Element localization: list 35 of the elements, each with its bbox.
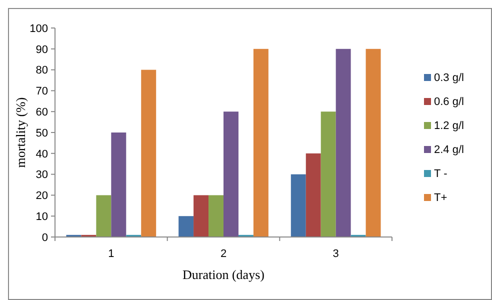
y-tick-label: 50 [36,127,48,140]
bar [290,174,306,237]
bar [336,48,351,237]
legend-label: T+ [434,192,448,204]
y-tick-label: 90 [36,44,48,56]
y-axis-title: mortality (%) [13,97,28,168]
bar [366,48,381,237]
bar [320,112,336,237]
bar [111,132,126,237]
y-tick-label: 70 [36,86,48,98]
bar [141,70,156,237]
y-tick-label: 100 [30,22,48,35]
legend-label: 0.3 g/l [434,72,464,84]
legend-label: 2.4 g/l [434,144,464,156]
legend-label: 1.2 g/l [434,120,464,132]
y-tick-label: 40 [36,148,48,160]
y-tick-label: 0 [42,232,48,244]
x-axis-title: Duration (days) [182,267,264,282]
bar [224,112,238,237]
bar [194,195,209,237]
bar [208,195,224,237]
y-tick-label: 10 [36,210,48,223]
x-tick-label: 1 [108,248,114,260]
legend-label: 0.6 g/l [434,96,464,108]
x-tick-label: 2 [220,248,227,260]
bar [96,195,112,237]
legend-label: T - [434,168,448,180]
y-tick-label: 60 [36,106,48,118]
y-tick-label: 80 [36,64,48,77]
y-tick-label: 30 [36,169,48,182]
bar [178,216,194,237]
y-tick-label: 20 [36,190,48,202]
bar [253,48,268,237]
bar [306,153,321,237]
x-tick-label: 3 [332,248,339,260]
